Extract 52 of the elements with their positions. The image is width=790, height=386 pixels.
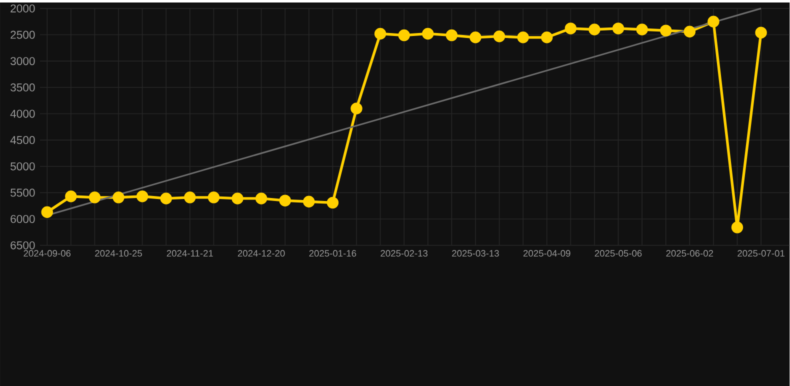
point — [517, 31, 529, 44]
y-tick-label: 3500 — [10, 83, 35, 92]
point — [65, 190, 77, 202]
y-tick-label: 2000 — [10, 4, 35, 12]
x-tick-label: 2024-12-20 — [238, 250, 285, 256]
point — [374, 28, 386, 40]
x-tick-label: 2025-03-13 — [452, 250, 499, 256]
point — [422, 28, 434, 40]
y-tick-label: 2500 — [10, 30, 35, 39]
y-tick-label: 6500 — [10, 241, 35, 250]
point — [755, 26, 767, 38]
x-tick-label: 2025-05-06 — [594, 250, 642, 256]
x-tick-label: 2024-11-21 — [166, 250, 213, 256]
point — [160, 192, 172, 204]
x-tick-label: 2025-01-16 — [309, 250, 356, 256]
y-tick-label: 5000 — [10, 162, 35, 170]
point — [446, 29, 458, 42]
point — [541, 31, 553, 44]
point — [41, 206, 53, 218]
x-tick-label: 2025-06-02 — [666, 250, 714, 256]
point — [208, 191, 220, 204]
point — [470, 31, 482, 44]
point — [708, 16, 720, 28]
point — [684, 26, 696, 38]
x-tick-label: 2025-04-09 — [523, 250, 570, 256]
point — [303, 196, 315, 208]
point — [612, 22, 624, 34]
point — [112, 191, 124, 204]
point — [660, 24, 672, 36]
point — [398, 29, 410, 42]
x-tick-label: 2025-07-01 — [738, 250, 784, 256]
point — [232, 192, 244, 204]
y-tick-label: 4000 — [10, 110, 35, 118]
point — [184, 191, 196, 204]
y-tick-label: 4500 — [10, 136, 35, 144]
point — [493, 30, 506, 42]
x-tick-label: 2024-10-25 — [95, 250, 142, 256]
x-tick-label: 2025-02-13 — [380, 250, 428, 256]
point — [731, 221, 744, 234]
y-tick-label: 5500 — [10, 188, 35, 197]
point — [88, 191, 101, 204]
point — [350, 102, 362, 114]
point — [136, 190, 148, 202]
point — [326, 196, 339, 208]
point — [255, 192, 268, 204]
point — [636, 24, 648, 36]
point — [588, 24, 600, 36]
point — [564, 22, 577, 34]
x-tick-label: 2024-09-06 — [24, 250, 71, 256]
point — [279, 194, 291, 206]
y-tick-label: 6000 — [10, 214, 35, 223]
y-tick-label: 3000 — [10, 56, 35, 65]
